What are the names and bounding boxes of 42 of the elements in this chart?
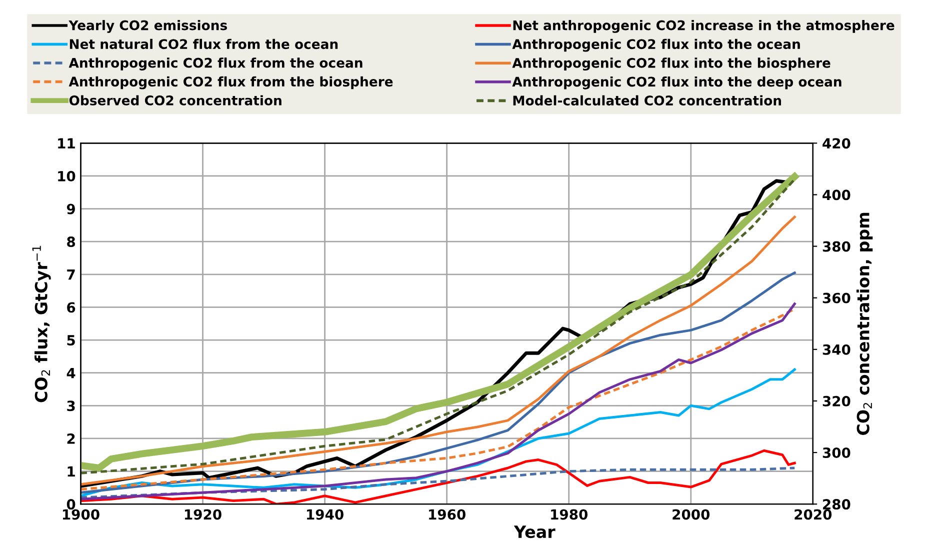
y-tick-label: 0 [66,499,76,510]
x-tick-label: 2000 [672,509,710,520]
x-tick-label: 1980 [551,509,588,520]
y-tick-label: 3 [67,400,75,412]
legend-label: Net natural CO2 flux from the ocean [70,38,338,50]
y-tick-label: 1 [68,466,75,477]
y2-tick-label: 300 [822,447,850,458]
y2-tick-label: 420 [822,138,850,149]
y-tick-label: 10 [58,170,76,182]
legend-label: Model-calculated CO2 concentration [513,95,782,106]
legend-label: Net anthropogenic CO2 increase in the atmosphere [513,20,894,33]
y2-tick-label: 400 [822,190,850,200]
y2-tick-label: 380 [822,241,850,252]
y-axis-title: CO$_{2}$ flux, GtCyr$^{−1}$ [32,246,51,402]
y-tick-label: 2 [67,433,75,444]
legend-label: Anthropogenic CO2 flux into the deep ocean [512,76,842,90]
legend-label: Observed CO2 concentration [69,95,282,106]
legend-label: Anthropogenic CO2 flux into the ocean [512,38,800,52]
x-tick-label: 2020 [794,509,832,520]
y-tick-label: 9 [66,204,75,214]
y2-tick-label: 360 [822,292,850,304]
legend-label: Anthropogenic CO2 flux from the ocean [68,58,362,70]
y-tick-label: 8 [67,236,76,248]
y-tick-label: 4 [66,368,76,378]
y2-tick-label: 340 [822,344,850,355]
x-tick-label: 1960 [429,509,466,520]
y-tick-label: 6 [67,302,76,313]
x-tick-label: 1920 [185,509,222,520]
legend-label: Yearly CO2 emissions [68,20,227,33]
y2-tick-label: 280 [823,499,850,510]
line-series [80,449,796,504]
legend-label: Anthropogenic CO2 flux into the biosphere [512,58,830,71]
x-tick-label: 1900 [62,509,100,520]
x-tick-label: 1940 [307,509,344,520]
line-series [80,466,796,499]
y-tick-label: 5 [67,335,75,346]
y-tick-label: 11 [58,138,75,148]
y2-tick-label: 320 [822,396,850,406]
x-axis-title: Year [514,526,556,538]
y2-axis-title: CO$_{2}$ concentration, ppm [856,212,873,435]
y-tick-label: 7 [67,270,75,280]
legend-label: Anthropogenic CO2 flux from the biosphere [68,76,393,90]
